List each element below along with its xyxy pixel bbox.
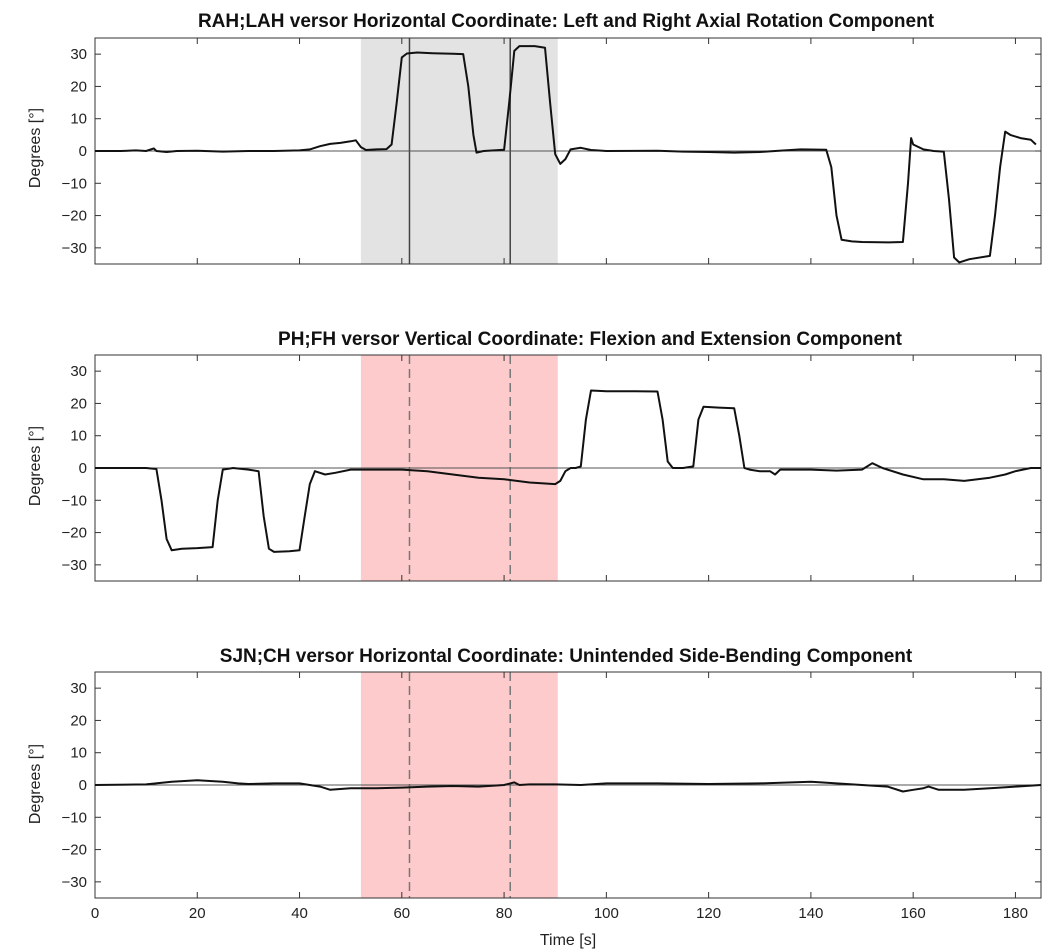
y-tick-label: 10 xyxy=(70,428,87,445)
y-tick-label: −10 xyxy=(62,492,87,509)
y-tick-label: 20 xyxy=(70,395,87,412)
y-tick-label: 0 xyxy=(79,143,87,160)
panel-1-ylabel: Degrees [°] xyxy=(27,108,44,188)
x-tick-label: 180 xyxy=(1003,905,1028,922)
panel-1-title: RAH;LAH versor Horizontal Coordinate: Le… xyxy=(198,11,935,32)
x-tick-label: 40 xyxy=(291,905,308,922)
panel-side-bending: SJN;CH versor Horizontal Coordinate: Uni… xyxy=(27,646,1042,949)
series-line-1 xyxy=(95,45,1037,264)
x-tick-label: 0 xyxy=(91,905,99,922)
y-tick-label: 0 xyxy=(79,460,87,477)
y-tick-label: 30 xyxy=(70,363,87,380)
x-tick-label: 20 xyxy=(189,905,206,922)
x-tick-label: 60 xyxy=(393,905,410,922)
series-line-1 xyxy=(95,389,1041,553)
y-tick-label: 20 xyxy=(70,712,87,729)
panel-flexion-extension: PH;FH versor Vertical Coordinate: Flexio… xyxy=(27,329,1042,582)
panel-2-title: PH;FH versor Vertical Coordinate: Flexio… xyxy=(278,329,903,350)
y-tick-label: 10 xyxy=(70,111,87,128)
y-tick-label: −20 xyxy=(62,525,87,542)
panel-2-plot: 30 20 10 0 −10 −20 −30 xyxy=(62,354,1042,582)
y-tick-label: 30 xyxy=(70,46,87,63)
y-tick-label: −30 xyxy=(62,557,87,574)
y-tick-label: −10 xyxy=(62,809,87,826)
y-tick-label: 0 xyxy=(79,777,87,794)
panel-1-plot: 30 20 10 0 −10 −20 −30 xyxy=(62,37,1042,265)
x-tick-label: 120 xyxy=(696,905,721,922)
y-tick-label: 30 xyxy=(70,680,87,697)
x-tick-label: 80 xyxy=(496,905,513,922)
x-tick-label: 140 xyxy=(798,905,823,922)
x-axis-label: Time [s] xyxy=(540,932,596,949)
y-tick-label: 20 xyxy=(70,78,87,95)
x-tick-label: 160 xyxy=(901,905,926,922)
series-line-1 xyxy=(94,779,1042,793)
panel-3-title: SJN;CH versor Horizontal Coordinate: Uni… xyxy=(220,646,913,667)
panel-2-ylabel: Degrees [°] xyxy=(27,426,44,506)
y-tick-label: −10 xyxy=(62,175,87,192)
y-tick-label: −30 xyxy=(62,240,87,257)
y-tick-label: −20 xyxy=(62,208,87,225)
panel-3-ylabel: Degrees [°] xyxy=(27,744,44,824)
y-tick-label: −30 xyxy=(62,874,87,891)
y-tick-label: 10 xyxy=(70,745,87,762)
x-tick-label: 100 xyxy=(594,905,619,922)
y-tick-label: −20 xyxy=(62,842,87,859)
panel-axial-rotation: RAH;LAH versor Horizontal Coordinate: Le… xyxy=(27,11,1042,265)
